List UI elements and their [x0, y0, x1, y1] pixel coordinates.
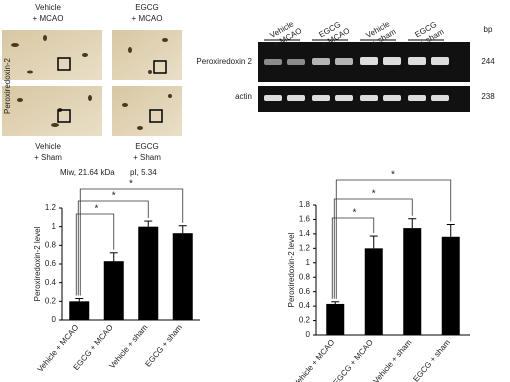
y-tick-label: 1.2 — [45, 203, 57, 212]
y-tick-label: 0.6 — [299, 287, 311, 296]
gel-2d-images — [2, 30, 182, 136]
caption: pI, 5.34 — [130, 168, 157, 177]
significance-label: * — [129, 179, 133, 190]
y-tick-label: 0.2 — [299, 316, 311, 325]
bar — [326, 303, 345, 335]
significance-bracket — [75, 213, 115, 296]
significance-label: * — [353, 208, 357, 219]
significance-bracket — [331, 217, 375, 299]
significance-bracket — [335, 179, 452, 299]
side-label: Peroxiredoxin-2 — [3, 57, 12, 114]
y-tick-label: 0.8 — [45, 240, 57, 249]
bar — [69, 301, 90, 320]
y-tick-label: 0.6 — [45, 259, 57, 268]
panel-label: + Sham — [133, 153, 161, 162]
significance-bracket — [79, 188, 184, 296]
panel-label: + Sham — [34, 153, 62, 162]
y-tick-label: 0.4 — [45, 278, 57, 287]
panel-label: EGCG — [135, 142, 159, 151]
y-axis-label: Peroxiredoxin-2 level — [33, 226, 42, 301]
y-axis-label: Peroxiredoxin-2 level — [287, 232, 296, 307]
pcr-gel — [258, 42, 470, 112]
significance-bracket — [77, 200, 149, 296]
size-header: bp — [484, 25, 493, 34]
size-label: 244 — [481, 57, 495, 66]
y-tick-label: 1.8 — [299, 200, 311, 209]
significance-label: * — [112, 191, 116, 202]
gel-image — [112, 86, 182, 136]
highlight-boxes — [57, 57, 167, 123]
row-label: Peroxiredoxin 2 — [196, 57, 252, 66]
bar — [403, 228, 422, 335]
y-tick-label: 0 — [306, 330, 311, 339]
y-tick-label: 0.2 — [45, 296, 57, 305]
significance-bracket — [333, 198, 413, 299]
x-tick-label: EGCG + MCAO — [332, 338, 375, 382]
y-tick-label: 0.4 — [299, 301, 311, 310]
y-tick-label: 0.8 — [299, 272, 311, 281]
gel-image — [112, 30, 182, 80]
x-tick-label: EGCG + sham — [143, 323, 184, 369]
x-tick-label: EGCG + sham — [411, 338, 452, 382]
size-label: 238 — [481, 92, 495, 101]
panel-label: Vehicle — [35, 3, 61, 12]
y-tick-label: 1.6 — [299, 215, 311, 224]
row-label: actin — [235, 92, 252, 101]
panel-label: + MCAO — [33, 14, 64, 23]
bar — [103, 261, 124, 320]
panel-label: Vehicle — [35, 142, 61, 151]
bar — [172, 233, 193, 320]
gel-image — [2, 86, 102, 136]
x-tick-label: Vehicle + sham — [371, 338, 413, 382]
significance-label: * — [372, 189, 376, 200]
y-tick-label: 0 — [52, 315, 57, 324]
significance-label: * — [95, 204, 99, 215]
y-tick-label: 1 — [52, 222, 57, 231]
bar — [138, 226, 159, 320]
bar — [364, 248, 383, 335]
gel-spots — [11, 35, 172, 130]
significance-label: * — [391, 170, 395, 181]
y-tick-label: 1.4 — [299, 229, 311, 238]
caption: Miw, 21.64 kDa — [60, 168, 115, 177]
y-tick-label: 1 — [306, 258, 311, 267]
bar — [441, 236, 460, 335]
panel-label: EGCG — [135, 3, 159, 12]
x-tick-label: Vehicle + MCAO — [292, 338, 337, 382]
bands — [264, 57, 449, 101]
y-tick-label: 1.2 — [299, 243, 311, 252]
panel-label: + MCAO — [132, 14, 163, 23]
